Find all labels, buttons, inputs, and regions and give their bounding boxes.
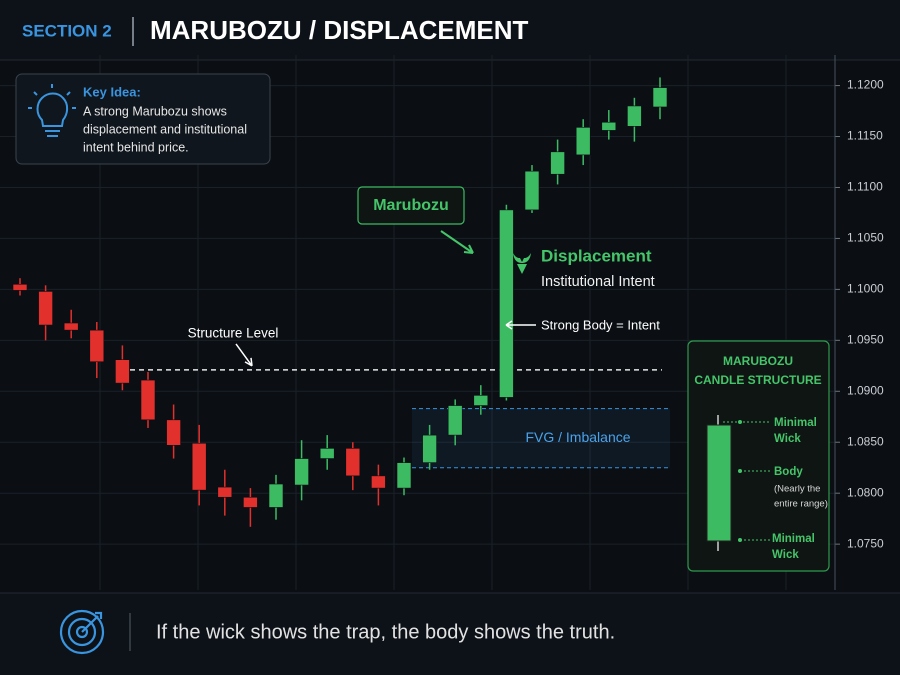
wick-label: Minimal <box>774 417 817 429</box>
candle-body <box>473 395 489 406</box>
y-tick-label: 1.1200 <box>847 78 884 92</box>
candle-body <box>524 170 540 211</box>
example-body <box>706 424 732 542</box>
candle-body <box>345 448 361 477</box>
candle-body <box>12 283 28 291</box>
wick-label: Minimal <box>772 533 815 545</box>
body-note: (Nearly the <box>774 484 820 495</box>
key-idea-line: intent behind price. <box>83 140 189 154</box>
pointer-dot <box>738 538 742 542</box>
displacement-title: Displacement <box>541 246 652 265</box>
candle-body <box>550 151 565 175</box>
annotation-arrow <box>235 343 253 367</box>
candle-body <box>447 405 463 436</box>
header-bar <box>0 0 900 60</box>
pointer-dot <box>738 420 742 424</box>
candle-body <box>63 322 79 331</box>
y-tick-label: 1.1050 <box>847 231 884 245</box>
marubozu-arrow <box>440 230 474 254</box>
footer-quote: If the wick shows the trap, the body sho… <box>156 621 615 643</box>
key-idea-heading: Key Idea: <box>83 84 141 99</box>
y-tick-label: 1.0750 <box>847 536 884 550</box>
candle-body <box>243 496 258 508</box>
candle-body <box>601 121 617 131</box>
y-tick-label: 1.0900 <box>847 383 884 397</box>
y-tick-label: 1.1100 <box>847 180 883 194</box>
body-label: Body <box>774 466 803 478</box>
candle-body <box>652 87 668 108</box>
candle-body <box>422 434 437 463</box>
candle-body <box>396 462 412 489</box>
marubozu-label: Marubozu <box>373 197 449 214</box>
candle-body <box>294 458 309 486</box>
candle-body <box>371 475 386 489</box>
candle-body <box>115 359 130 384</box>
candle-body <box>191 442 207 491</box>
structure-pointers <box>723 421 770 541</box>
wick-label: Wick <box>774 433 801 445</box>
plot-area: 1.0750 1.0800 1.0850 1.0900 1.0950 1.1000 1.10… <box>0 55 884 590</box>
displacement-subtitle: Institutional Intent <box>541 274 655 290</box>
body-note: entire range) <box>774 499 828 510</box>
footer-bar <box>0 593 900 675</box>
strong-body-arrow <box>505 320 536 330</box>
candle-body <box>319 448 335 459</box>
candle-body <box>575 127 591 156</box>
key-idea-line: displacement and institutional <box>83 122 247 136</box>
y-tick-label: 1.1150 <box>847 129 883 143</box>
y-tick-label: 1.0950 <box>847 333 884 347</box>
candle-body <box>217 486 233 498</box>
section-label: SECTION 2 <box>22 21 112 40</box>
strong-body-label: Strong Body = Intent <box>541 317 660 332</box>
bulb-icon <box>28 84 76 137</box>
wick-label: Wick <box>772 549 799 561</box>
candle-body <box>38 291 53 326</box>
candle-body <box>268 483 284 508</box>
pointer-dot <box>738 469 742 473</box>
structure-box-title: MARUBOZU <box>723 354 793 368</box>
structure-box-title: CANDLE STRUCTURE <box>694 373 821 387</box>
structure-level-label: Structure Level <box>188 325 279 340</box>
page-title: MARUBOZU / DISPLACEMENT <box>150 15 529 45</box>
candle-body <box>166 419 181 446</box>
bull-icon <box>513 253 531 274</box>
key-idea-line: A strong Marubozu shows <box>83 104 227 118</box>
candle-body <box>499 209 514 398</box>
marubozu-label-box <box>357 186 465 225</box>
y-tick-label: 1.1000 <box>847 282 884 296</box>
candle-body <box>627 105 642 127</box>
fvg-label: FVG / Imbalance <box>525 429 630 445</box>
candle-body <box>89 329 105 363</box>
y-tick-label: 1.0850 <box>847 434 884 448</box>
key-idea-box <box>15 73 271 165</box>
target-icon <box>59 609 105 655</box>
y-tick-label: 1.0800 <box>847 485 884 499</box>
candle-body <box>140 379 156 421</box>
